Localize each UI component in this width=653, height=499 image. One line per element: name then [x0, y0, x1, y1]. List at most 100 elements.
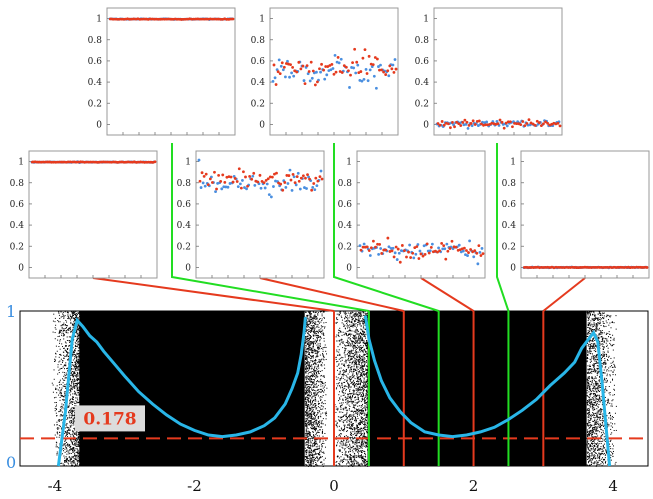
scatter-point — [59, 339, 61, 341]
scatter-point — [58, 420, 60, 422]
scatter-point — [307, 314, 309, 316]
scatter-point — [596, 423, 598, 425]
scatter-point — [366, 314, 368, 316]
scatter-point — [357, 379, 359, 381]
scatter-point — [71, 313, 73, 315]
scatter-point — [342, 374, 344, 376]
scatter-point — [318, 391, 320, 393]
scatter-point — [355, 315, 357, 317]
scatter-point — [360, 368, 362, 370]
scatter-point — [360, 419, 362, 421]
scatter-point — [591, 452, 593, 454]
scatter-point — [311, 366, 313, 368]
scatter-point — [312, 407, 314, 409]
scatter-point — [593, 392, 595, 394]
scatter-point — [593, 442, 595, 444]
scatter-point — [75, 459, 77, 461]
scatter-point — [322, 381, 324, 383]
scatter-point — [75, 360, 77, 362]
scatter-point — [311, 445, 313, 447]
scatter-point — [346, 322, 348, 324]
scatter-point — [312, 325, 314, 327]
scatter-point — [325, 418, 327, 420]
scatter-point — [362, 358, 364, 360]
scatter-point — [309, 448, 311, 450]
scatter-point — [317, 365, 319, 367]
scatter-point — [306, 410, 308, 412]
scatter-point — [70, 408, 72, 410]
scatter-point — [317, 343, 319, 345]
scatter-point — [305, 378, 307, 380]
scatter-point — [356, 373, 358, 375]
scatter-point — [76, 332, 78, 334]
scatter-point — [310, 420, 312, 422]
scatter-point — [364, 436, 366, 438]
scatter-point — [362, 368, 364, 370]
scatter-point — [357, 381, 359, 383]
scatter-point — [364, 353, 366, 355]
scatter-point — [587, 385, 589, 387]
scatter-point — [359, 323, 361, 325]
scatter-point — [73, 456, 75, 458]
scatter-point — [309, 312, 311, 314]
scatter-point — [69, 314, 71, 316]
scatter-point — [76, 337, 78, 339]
scatter-point — [307, 399, 309, 401]
scatter-point — [76, 331, 78, 333]
scatter-point — [312, 319, 314, 321]
scatter-point — [314, 450, 316, 452]
scatter-point — [358, 321, 360, 323]
scatter-point — [76, 440, 78, 442]
scatter-point — [307, 361, 309, 363]
scatter-point — [308, 389, 310, 391]
scatter-point — [589, 322, 591, 324]
scatter-point — [311, 400, 313, 402]
scatter-point — [366, 369, 368, 371]
scatter-point — [320, 405, 322, 407]
scatter-point — [357, 439, 359, 441]
scatter-point — [362, 332, 364, 334]
scatter-point — [72, 393, 74, 395]
scatter-point — [340, 420, 342, 422]
scatter-point — [598, 391, 600, 393]
scatter-point — [351, 428, 353, 430]
scatter-point — [354, 443, 356, 445]
scatter-point — [312, 326, 314, 328]
scatter-point — [73, 390, 75, 392]
scatter-point — [341, 444, 343, 446]
scatter-point — [311, 329, 313, 331]
scatter-point — [605, 450, 607, 452]
scatter-point — [312, 401, 314, 403]
scatter-point — [602, 418, 604, 420]
scatter-point — [318, 360, 320, 362]
scatter-point — [70, 453, 72, 455]
scatter-point — [55, 404, 57, 406]
scatter-point — [311, 409, 313, 411]
scatter-point — [360, 433, 362, 435]
scatter-point — [55, 345, 57, 347]
scatter-point — [323, 311, 325, 313]
scatter-point — [615, 461, 617, 463]
scatter-point — [308, 320, 310, 322]
scatter-point — [305, 376, 307, 378]
scatter-point — [306, 430, 308, 432]
scatter-point — [312, 412, 314, 414]
scatter-point — [594, 422, 596, 424]
scatter-point — [316, 386, 318, 388]
scatter-point — [78, 402, 80, 404]
scatter-point — [312, 389, 314, 391]
scatter-point — [314, 365, 316, 367]
scatter-point — [71, 374, 73, 376]
scatter-point — [343, 424, 345, 426]
scatter-point — [598, 443, 600, 445]
scatter-point — [74, 335, 76, 337]
scatter-point — [586, 401, 588, 403]
scatter-point — [71, 410, 73, 412]
scatter-point — [73, 417, 75, 419]
scatter-point — [311, 367, 313, 369]
scatter-point — [313, 389, 315, 391]
scatter-point — [354, 337, 356, 339]
scatter-point — [59, 384, 61, 386]
scatter-point — [346, 454, 348, 456]
scatter-point — [306, 329, 308, 331]
